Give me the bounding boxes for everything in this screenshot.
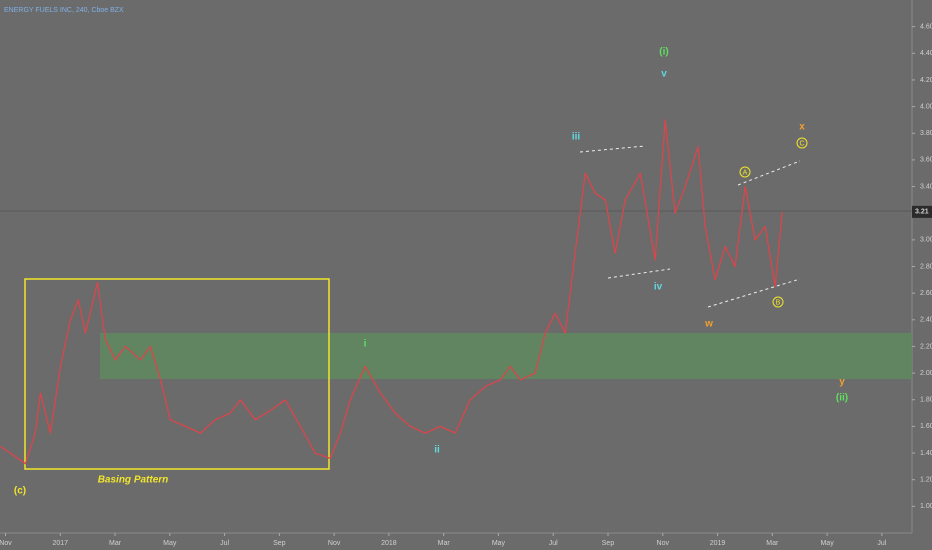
trend-line xyxy=(707,278,801,308)
y-tick-label: 1.40 xyxy=(920,450,932,457)
x-tick-label: May xyxy=(820,540,834,547)
wave-label: y xyxy=(839,377,845,388)
chart-title: ENERGY FUELS INC, 240, Cboe BZX xyxy=(4,7,124,14)
y-tick-label: 3.40 xyxy=(920,183,932,190)
trend-lines xyxy=(579,145,801,308)
last-price-label: 3.21 xyxy=(915,209,929,216)
wave-label: C xyxy=(799,140,804,147)
y-tick-label: 2.60 xyxy=(920,290,932,297)
wave-label: w xyxy=(704,319,713,330)
x-tick-label: Jul xyxy=(549,540,558,547)
wave-label: x xyxy=(799,122,805,133)
wave-label: B xyxy=(776,299,781,306)
y-tick-label: 1.60 xyxy=(920,423,932,430)
x-tick-label: Sep xyxy=(602,540,615,547)
x-tick-label: Mar xyxy=(438,540,451,547)
y-tick-label: 2.00 xyxy=(920,370,932,377)
x-tick-label: 2019 xyxy=(710,540,726,547)
wave-circle xyxy=(739,166,751,178)
x-tick-label: Nov xyxy=(328,540,341,547)
wave-label: v xyxy=(661,69,667,80)
x-tick-label: 2017 xyxy=(52,540,68,547)
y-tick-label: 4.00 xyxy=(920,103,932,110)
wave-label: (ii) xyxy=(836,393,848,404)
x-tick-label: Mar xyxy=(766,540,779,547)
trend-line xyxy=(579,145,646,153)
y-tick-label: 1.00 xyxy=(920,503,932,510)
wave-label: i xyxy=(364,339,367,350)
x-tick-label: 2018 xyxy=(381,540,397,547)
wave-circle xyxy=(772,296,784,308)
basing-box xyxy=(24,278,330,470)
y-tick-label: 2.40 xyxy=(920,317,932,324)
x-tick-label: Nov xyxy=(657,540,670,547)
y-tick-label: 2.20 xyxy=(920,343,932,350)
x-tick-label: May xyxy=(492,540,506,547)
wave-label: A xyxy=(743,169,748,176)
y-tick-label: 4.40 xyxy=(920,50,932,57)
y-tick-label: 4.60 xyxy=(920,23,932,30)
y-tick-label: 1.20 xyxy=(920,477,932,484)
wave-label: iv xyxy=(654,282,663,293)
trend-line xyxy=(607,268,671,279)
wave-label: (i) xyxy=(659,47,668,58)
trend-line xyxy=(737,160,801,186)
wave-circle xyxy=(796,137,808,149)
x-tick-label: Nov xyxy=(0,540,12,547)
x-tick-label: May xyxy=(163,540,177,547)
y-tick-label: 4.20 xyxy=(920,77,932,84)
y-tick-label: 2.80 xyxy=(920,263,932,270)
y-tick-label: 3.00 xyxy=(920,237,932,244)
last-price-box xyxy=(912,205,932,218)
x-tick-label: Mar xyxy=(109,540,122,547)
wave-label: iii xyxy=(572,132,581,143)
pattern-label: Basing Pattern xyxy=(98,475,169,486)
x-tick-label: Jul xyxy=(220,540,229,547)
wave-label: ii xyxy=(434,445,440,456)
x-tick-label: Jul xyxy=(877,540,886,547)
price-line xyxy=(0,119,783,465)
wave-label: (c) xyxy=(14,486,26,497)
annotations: (c) Basing Pattern i ii iii iv (i) v w x… xyxy=(14,47,848,497)
x-tick-label: Sep xyxy=(273,540,286,547)
y-tick-label: 3.60 xyxy=(920,157,932,164)
y-tick-label: 1.80 xyxy=(920,397,932,404)
y-tick-label: 3.80 xyxy=(920,130,932,137)
